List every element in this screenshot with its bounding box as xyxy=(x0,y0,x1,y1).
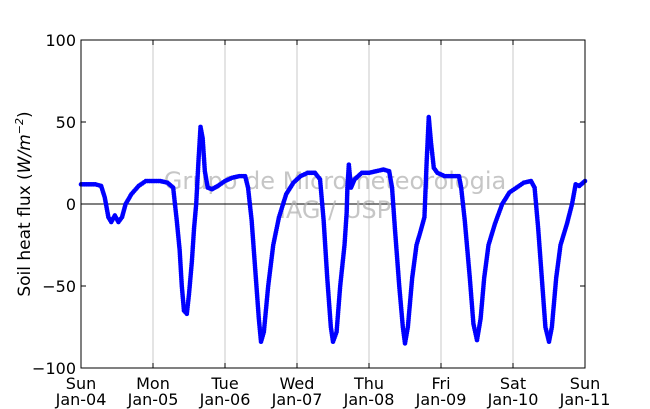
x-tick-day-6: Sat xyxy=(500,374,526,393)
x-tick-day-5: Fri xyxy=(431,374,450,393)
watermark-line-0: Grupo de Micrometeorologia xyxy=(164,167,506,195)
x-axis-ticks: SunJan-04MonJan-05TueJan-06WedJan-07ThuJ… xyxy=(55,40,611,409)
x-tick-day-7: Sun xyxy=(570,374,600,393)
x-tick-day-0: Sun xyxy=(66,374,96,393)
data-points xyxy=(78,114,588,346)
x-tick-date-1: Jan-05 xyxy=(127,390,179,409)
y-tick-label-1: 50 xyxy=(56,113,76,132)
y-axis-label: Soil heat flux (W/m−2) xyxy=(13,111,35,296)
x-tick-day-4: Thu xyxy=(353,374,384,393)
x-tick-day-2: Tue xyxy=(210,374,238,393)
x-tick-date-4: Jan-08 xyxy=(343,390,395,409)
y-tick-label-4: −100 xyxy=(32,359,76,378)
x-tick-date-7: Jan-11 xyxy=(559,390,611,409)
y-tick-label-0: 100 xyxy=(45,31,76,50)
y-axis-label-unit: W/m xyxy=(15,134,35,173)
y-axis-label-text: Soil heat flux ( xyxy=(15,173,35,296)
x-tick-day-3: Wed xyxy=(280,374,315,393)
x-tick-date-0: Jan-04 xyxy=(55,390,107,409)
y-tick-label-2: 0 xyxy=(66,195,76,214)
x-tick-date-5: Jan-09 xyxy=(415,390,467,409)
y-tick-label-3: −50 xyxy=(42,277,76,296)
x-tick-date-2: Jan-06 xyxy=(199,390,251,409)
y-axis-label-exponent: −2 xyxy=(13,118,26,134)
y-axis-label-close: ) xyxy=(15,111,35,118)
x-tick-day-1: Mon xyxy=(136,374,170,393)
x-tick-date-6: Jan-10 xyxy=(487,390,539,409)
watermark-line-1: IAG / USP xyxy=(279,196,391,224)
x-tick-date-3: Jan-07 xyxy=(271,390,323,409)
y-axis-ticks: 100 50 0 −50 −100 xyxy=(32,31,585,378)
